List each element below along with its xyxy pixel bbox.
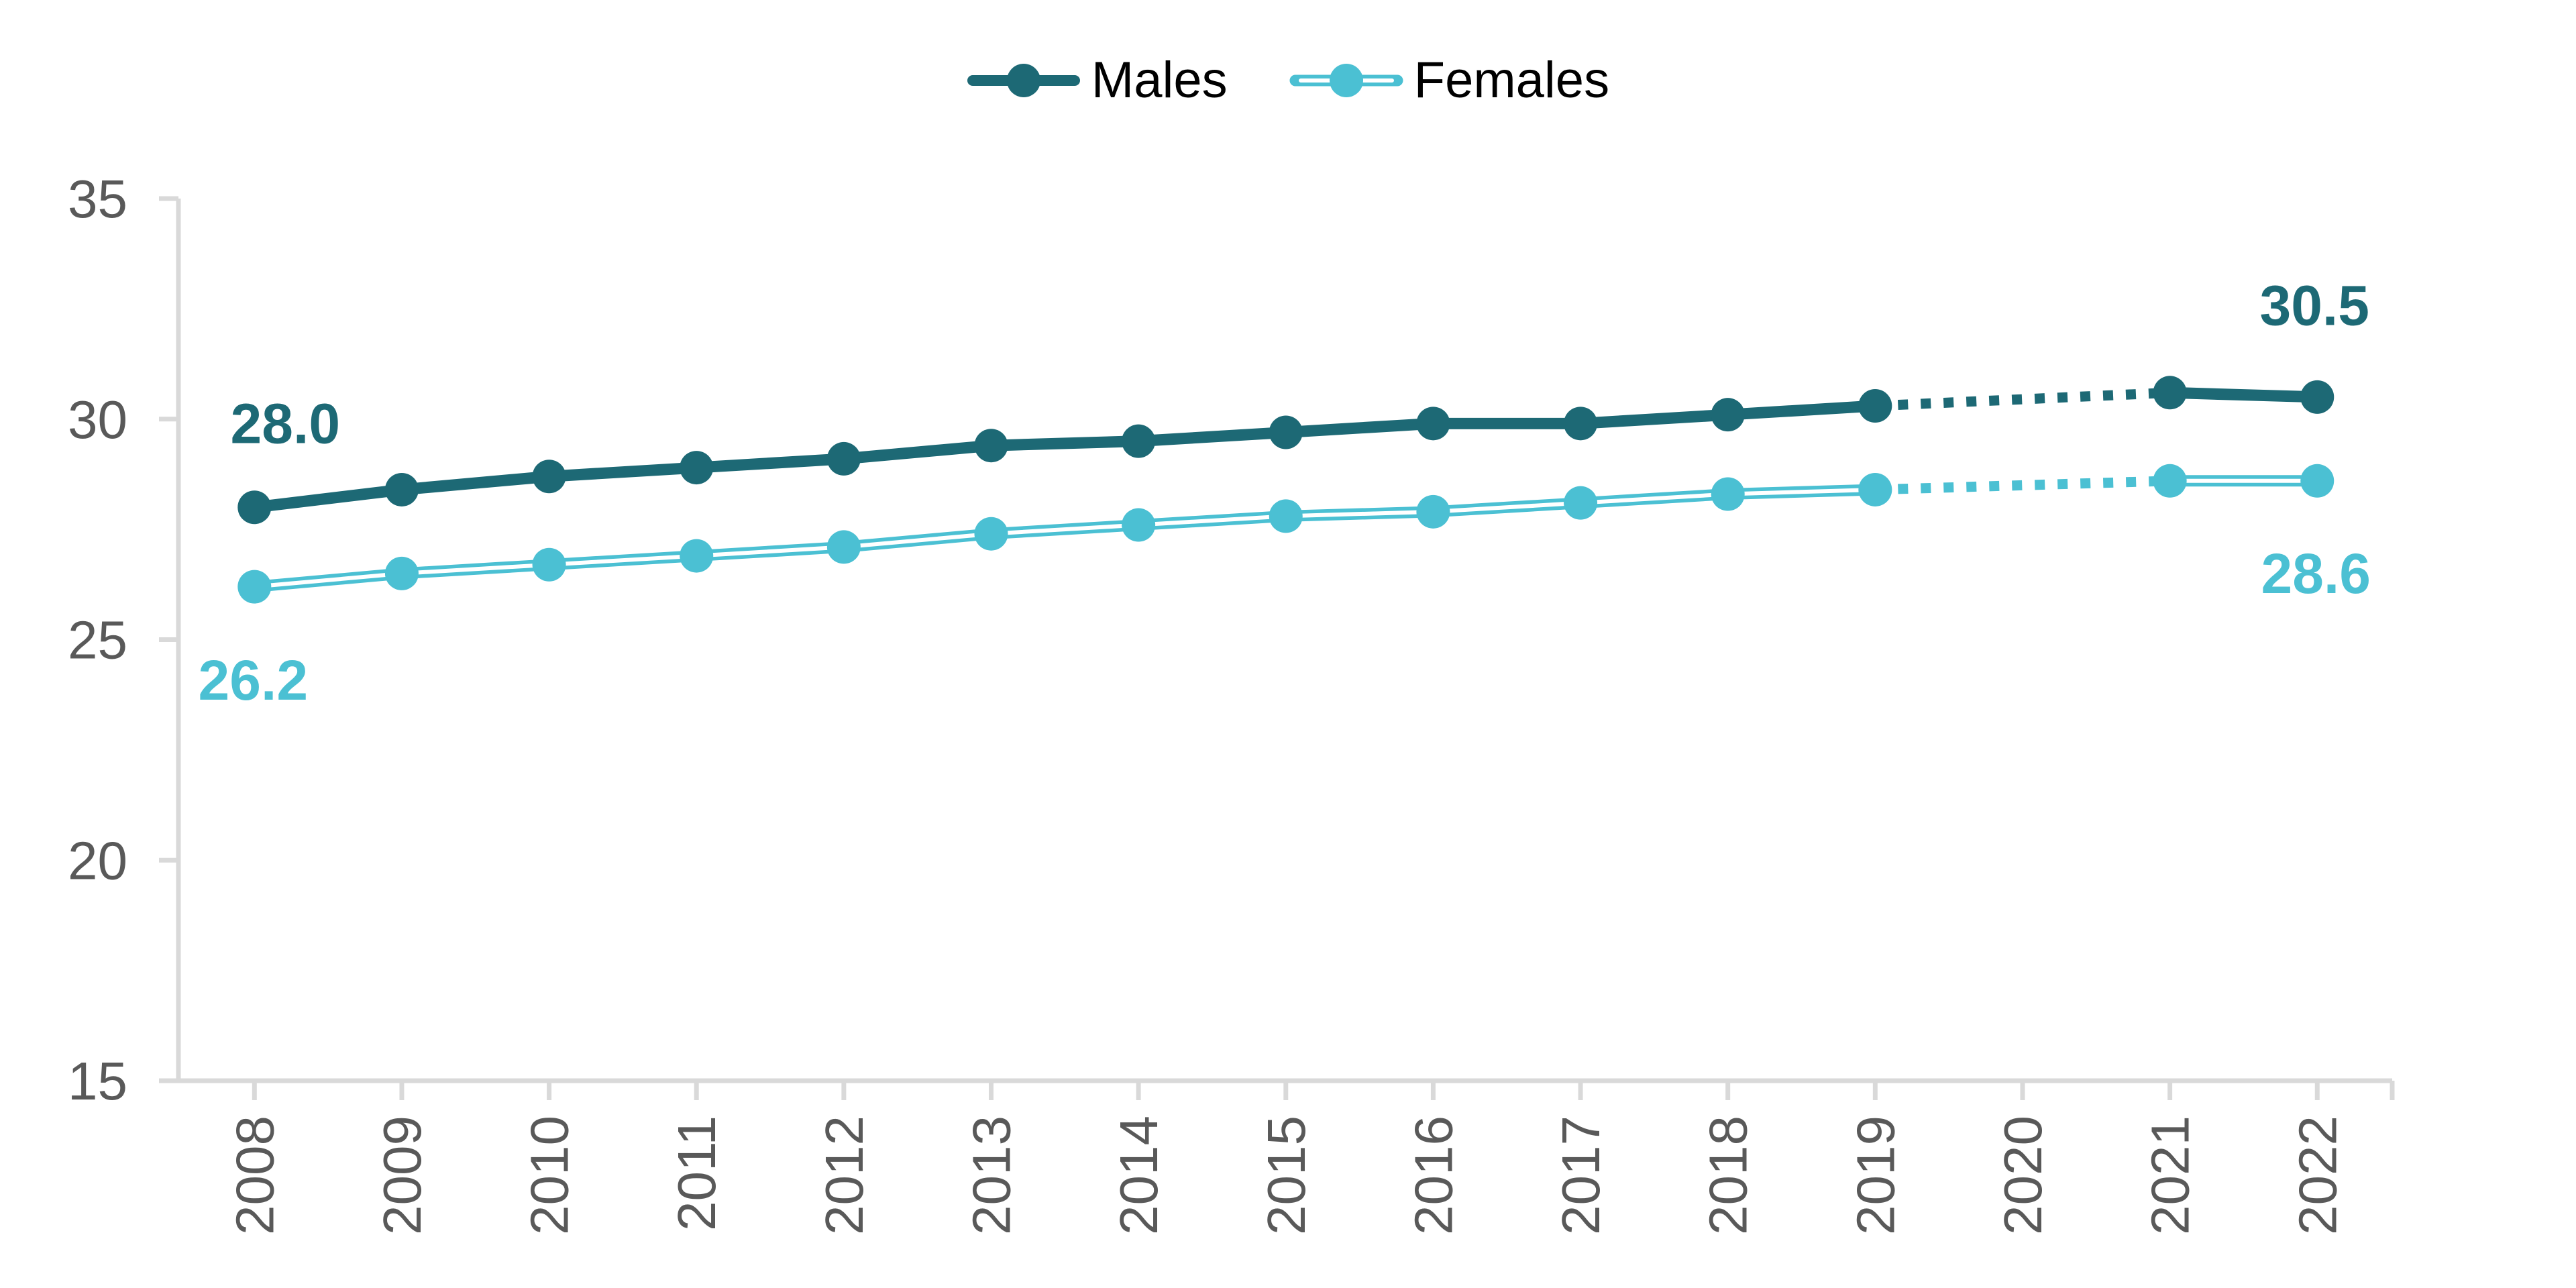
females-legend-line-marker-icon [1289,64,1403,97]
legend-item-males: Males [967,55,1228,106]
females-data-point-2022 [2300,464,2334,498]
x-axis-tick-label: 2009 [372,1116,432,1235]
legend-item-females: Females [1289,55,1609,106]
females-data-point-2012 [826,530,861,564]
x-axis-tick-label: 2020 [1993,1116,2053,1235]
females-dotted-segment [1875,476,2170,495]
males-data-point-2009 [384,472,419,506]
y-axis-tick-label: 20 [68,830,127,890]
males-legend-line-marker-icon [967,64,1080,97]
females-data-point-2008 [237,570,272,604]
x-axis-tick-label: 2010 [520,1116,580,1235]
legend: Males Females [0,55,2576,106]
males-data-point-2021 [2153,376,2187,410]
females-data-point-2017 [1564,486,1598,520]
females-data-point-2014 [1122,508,1156,542]
males-line-segment [248,400,1881,513]
x-axis-tick-label: 2016 [1403,1116,1463,1235]
males-data-point-2008 [237,490,272,525]
females-data-point-2011 [680,539,714,573]
females-data-point-2009 [384,556,419,590]
x-axis-tick-label: 2018 [1699,1116,1758,1235]
x-axis-tick-label: 2014 [1109,1116,1169,1235]
males-line-segment [2164,386,2323,403]
males-data-point-2018 [1711,398,1745,432]
x-axis-tick-label: 2012 [814,1116,874,1235]
males-data-point-2013 [974,429,1008,463]
data-label-females-2022: 28.6 [2261,542,2371,605]
x-axis-tick-label: 2019 [1845,1116,1905,1235]
males-data-point-2011 [680,451,714,485]
y-axis-tick-label: 30 [68,390,127,449]
axis-lines [176,199,2392,1083]
females-line-inner-highlight [254,487,1876,589]
males-data-point-2012 [826,441,861,476]
data-label-females-2008: 26.2 [199,649,309,712]
x-axis-tick-label: 2011 [667,1116,727,1231]
males-data-point-2015 [1269,415,1303,449]
males-data-point-2022 [2300,380,2334,414]
males-data-point-2016 [1416,407,1450,441]
males-data-point-2017 [1564,407,1598,441]
females-line-segment [248,484,1881,593]
males-data-point-2014 [1122,424,1156,458]
females-data-point-2010 [532,547,566,582]
data-label-males-2022: 30.5 [2260,274,2370,337]
males-data-point-2019 [1858,389,1892,423]
females-data-point-2019 [1858,472,1892,506]
x-axis-tick-label: 2017 [1551,1116,1611,1235]
females-data-point-2015 [1269,499,1303,533]
x-axis-tick-label: 2008 [225,1116,284,1235]
y-axis-tick-label: 35 [68,169,127,229]
females-data-point-2013 [974,517,1008,551]
y-axis-tick-label: 25 [68,610,127,670]
x-axis-tick-label: 2021 [2141,1116,2200,1235]
x-axis-tick-label: 2015 [1256,1116,1316,1235]
males-dotted-segment [1875,387,2170,411]
females-data-point-2018 [1711,477,1745,511]
y-axis-tick-label: 15 [68,1051,127,1111]
x-axis-tick-label: 2013 [962,1116,1022,1235]
females-data-point-2021 [2153,464,2187,498]
legend-label-males: Males [1091,52,1228,109]
x-axis-tick-label: 2022 [2288,1116,2347,1235]
data-label-males-2008: 28.0 [231,392,341,455]
females-data-point-2016 [1416,494,1450,529]
males-data-point-2010 [532,460,566,494]
legend-label-females: Females [1413,52,1610,109]
